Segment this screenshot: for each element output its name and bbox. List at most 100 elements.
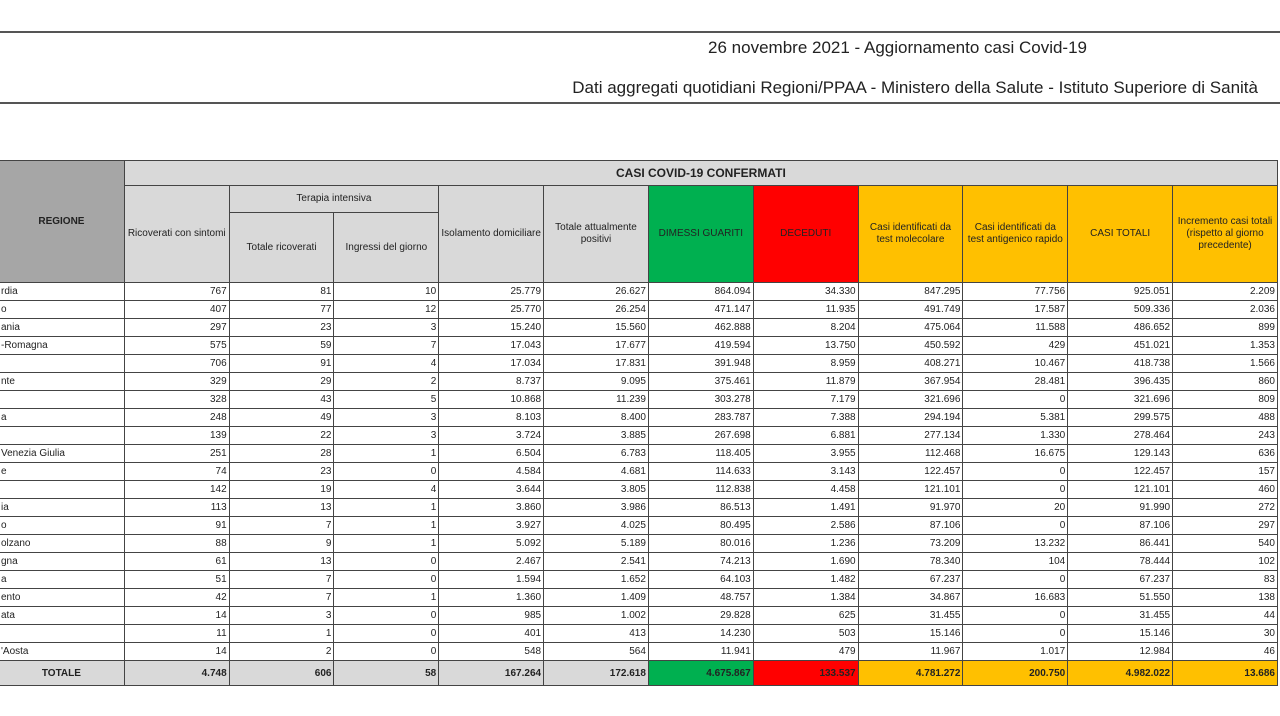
data-row: nte 329 29 2 8.737 9.095 375.461 11.879 367.954 2… — [0, 372, 1278, 391]
value-cell: 4.681 — [543, 462, 649, 481]
value-cell: 91.990 — [1067, 498, 1174, 517]
value-cell: 488 — [1172, 408, 1278, 427]
value-cell: 78.340 — [857, 552, 964, 571]
covid-table: REGIONE CASI COVID-19 CONFERMATI Ricover… — [0, 160, 1279, 686]
region-cell — [0, 624, 125, 643]
total-cell: 200.750 — [962, 660, 1069, 686]
value-cell: 10.868 — [438, 390, 545, 409]
value-cell: 13.750 — [752, 336, 859, 355]
value-cell: 6.783 — [543, 444, 649, 463]
value-cell: 299.575 — [1067, 408, 1174, 427]
data-row: ento 42 7 1 1.360 1.409 48.757 1.384 34.867 16.68… — [0, 588, 1278, 607]
value-cell: 118.405 — [647, 444, 754, 463]
value-cell: 28.481 — [962, 372, 1069, 391]
value-cell: 564 — [543, 642, 649, 661]
value-cell: 16.683 — [962, 588, 1069, 607]
value-cell: 450.592 — [857, 336, 964, 355]
value-cell: 471.147 — [647, 300, 754, 319]
value-cell: 11.967 — [857, 642, 964, 661]
value-cell: 0 — [333, 552, 440, 571]
value-cell: 81 — [228, 282, 335, 301]
value-cell: 13 — [228, 552, 335, 571]
value-cell: 23 — [228, 318, 335, 337]
region-cell: ia — [0, 498, 125, 517]
value-cell: 8.204 — [752, 318, 859, 337]
value-cell: 88 — [123, 534, 230, 553]
value-cell: 122.457 — [1067, 462, 1174, 481]
data-row: a 248 49 3 8.103 8.400 283.787 7.388 294.194 5.38… — [0, 408, 1278, 427]
total-cell: 4.781.272 — [857, 660, 964, 686]
value-cell: 77.756 — [962, 282, 1069, 301]
value-cell: 13 — [228, 498, 335, 517]
value-cell: 86.513 — [647, 498, 754, 517]
value-cell: 548 — [438, 642, 545, 661]
data-row: o 407 77 12 25.770 26.254 471.147 11.935 491.749… — [0, 300, 1278, 319]
value-cell: 7.388 — [752, 408, 859, 427]
value-cell: 102 — [1172, 552, 1278, 571]
region-cell: ento — [0, 588, 125, 607]
region-cell: Venezia Giulia — [0, 444, 125, 463]
total-cell: 58 — [333, 660, 440, 686]
value-cell: 31.455 — [857, 606, 964, 625]
top-rule — [0, 31, 1280, 33]
value-cell: 1.353 — [1172, 336, 1278, 355]
value-cell: 8.737 — [438, 372, 545, 391]
value-cell: 3 — [228, 606, 335, 625]
value-cell: 636 — [1172, 444, 1278, 463]
column-header: Isolamento domiciliare — [438, 185, 545, 283]
total-cell: 4.982.022 — [1067, 660, 1174, 686]
value-cell: 11.941 — [647, 642, 754, 661]
value-cell: 391.948 — [647, 354, 754, 373]
value-cell: 248 — [123, 408, 230, 427]
value-cell: 7 — [228, 588, 335, 607]
value-cell: 4.458 — [752, 480, 859, 499]
value-cell: 17.677 — [543, 336, 649, 355]
value-cell: 0 — [962, 516, 1069, 535]
value-cell: 26.254 — [543, 300, 649, 319]
value-cell: 460 — [1172, 480, 1278, 499]
value-cell: 7 — [228, 570, 335, 589]
value-cell: 3.986 — [543, 498, 649, 517]
column-header: Casi identificati da test molecolare — [857, 185, 964, 283]
value-cell: 809 — [1172, 390, 1278, 409]
value-cell: 3.860 — [438, 498, 545, 517]
value-cell: 29.828 — [647, 606, 754, 625]
value-cell: 34.330 — [752, 282, 859, 301]
value-cell: 329 — [123, 372, 230, 391]
value-cell: 8.959 — [752, 354, 859, 373]
value-cell: 4 — [333, 480, 440, 499]
column-header: Totale ricoverati — [228, 212, 335, 283]
value-cell: 1 — [333, 534, 440, 553]
data-row: -Romagna 575 59 7 17.043 17.677 419.594 13.750 4… — [0, 336, 1278, 355]
value-cell: 8.103 — [438, 408, 545, 427]
value-cell: 15.146 — [1067, 624, 1174, 643]
value-cell: 13.232 — [962, 534, 1069, 553]
value-cell: 475.064 — [857, 318, 964, 337]
value-cell: 11.935 — [752, 300, 859, 319]
value-cell: 503 — [752, 624, 859, 643]
column-header: DIMESSI GUARITI — [647, 185, 754, 283]
value-cell: 303.278 — [647, 390, 754, 409]
data-row: 'Aosta 14 2 0 548 564 11.941 479 11.967 1.017 12.9… — [0, 642, 1278, 661]
value-cell: 462.888 — [647, 318, 754, 337]
value-cell: 6.881 — [752, 426, 859, 445]
data-row: e 74 23 0 4.584 4.681 114.633 3.143 122.457 0 122.… — [0, 462, 1278, 481]
value-cell: 122.457 — [857, 462, 964, 481]
value-cell: 112.468 — [857, 444, 964, 463]
value-cell: 15.560 — [543, 318, 649, 337]
value-cell: 243 — [1172, 426, 1278, 445]
value-cell: 51 — [123, 570, 230, 589]
value-cell: 1.491 — [752, 498, 859, 517]
value-cell: 9.095 — [543, 372, 649, 391]
value-cell: 20 — [962, 498, 1069, 517]
value-cell: 0 — [962, 390, 1069, 409]
value-cell: 3.805 — [543, 480, 649, 499]
value-cell: 1.236 — [752, 534, 859, 553]
value-cell: 0 — [962, 624, 1069, 643]
region-cell: ata — [0, 606, 125, 625]
value-cell: 1.566 — [1172, 354, 1278, 373]
total-row: TOTALE 4.748 606 58 167.264 172.618 4.675.867 1… — [0, 660, 1278, 686]
column-header: Incremento casi totali (rispetto al gior… — [1172, 185, 1278, 283]
group-header: CASI COVID-19 CONFERMATI — [123, 160, 1279, 186]
value-cell: 3 — [333, 318, 440, 337]
